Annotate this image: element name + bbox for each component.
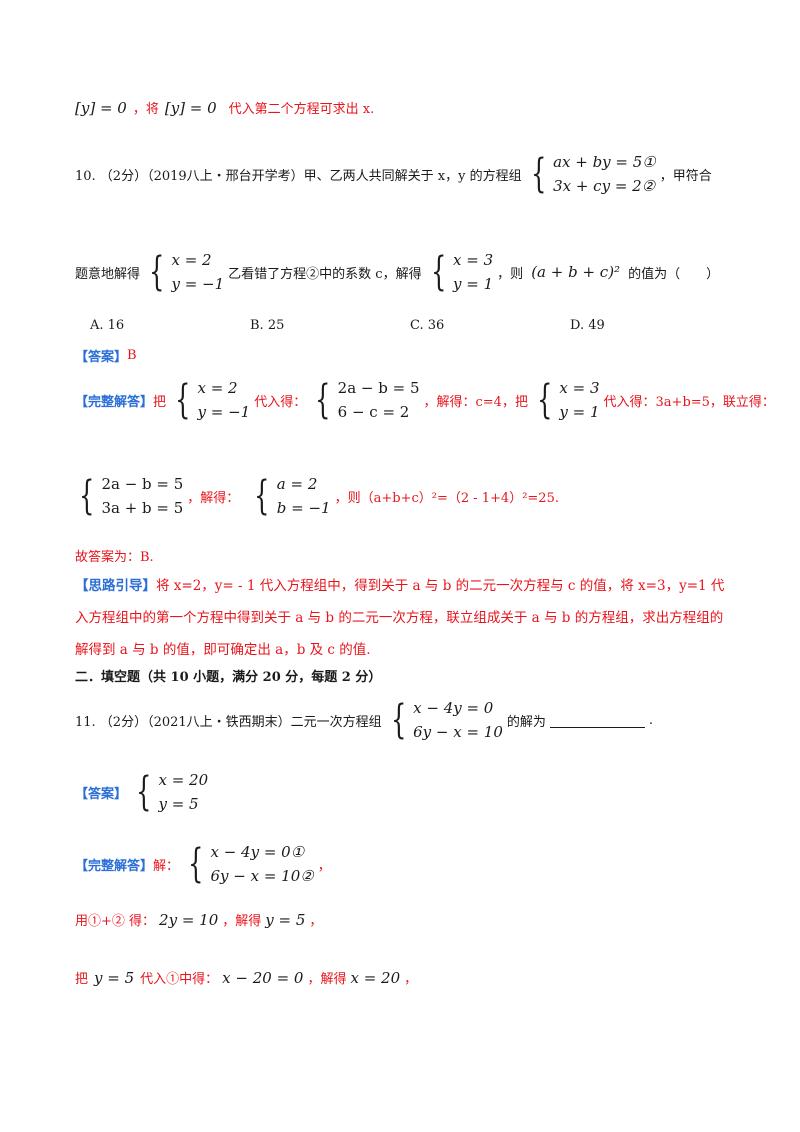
- q11-step1: 用①+② 得： 2y = 10 ，解得 y = 5 ，: [75, 910, 323, 930]
- option-a: A. 16: [90, 318, 125, 333]
- text: ，: [309, 914, 323, 929]
- equation-system: { x = 2 y = −1: [175, 377, 251, 423]
- equation: x = 3: [559, 379, 600, 397]
- hint-label: 【思路引导】: [75, 578, 156, 594]
- equation-system: { x = 3 y = 1: [430, 249, 494, 295]
- text: ，: [404, 972, 418, 987]
- q10-stem-suffix: ，甲符合: [659, 168, 712, 184]
- q11-full-solution: 【完整解答】 解： { x − 4y = 0① 6y − x = 10② ，: [75, 840, 331, 888]
- equation: y = 1: [559, 403, 600, 421]
- equation: x − 20 = 0: [222, 968, 304, 987]
- equation: x = 2: [197, 379, 238, 397]
- answer-label: 【答案】: [75, 350, 128, 365]
- equation: x − 4y = 0①: [210, 843, 305, 861]
- equation: [y] = 0: [164, 98, 217, 117]
- text: 代入得：3a+b=5，联立得：: [603, 394, 775, 410]
- equation: [y] = 0: [75, 98, 127, 117]
- equation: 3a + b = 5: [101, 499, 184, 517]
- option-b: B. 25: [250, 318, 285, 333]
- equation-system: { x − 4y = 0 6y − x = 10: [390, 697, 503, 743]
- equation-system: { x = 20 y = 5: [136, 769, 209, 815]
- text: 用①+② 得：: [75, 914, 156, 929]
- q11-step2: 把 y = 5 代入①中得： x − 20 = 0 ，解得 x = 20 ，: [75, 968, 418, 988]
- equation: a = 2: [276, 475, 318, 493]
- equation: b = −1: [276, 499, 331, 517]
- equation: y = 5: [94, 968, 135, 987]
- text: ，将: [132, 102, 159, 117]
- equation-system: { a = 2 b = −1: [254, 473, 331, 519]
- top-line: [y] = 0 ，将 [y] = 0 代入第二个方程可求出 x.: [75, 98, 375, 118]
- full-solution-label: 【完整解答】: [75, 858, 154, 874]
- answer-value: B: [127, 348, 137, 363]
- q10-options: A. 16 B. 25 C. 36 D. 49: [90, 318, 730, 333]
- equation: 2a − b = 5: [337, 379, 420, 397]
- equation-system: { 2a − b = 5 6 − c = 2: [315, 377, 420, 423]
- text: ，解得：: [187, 490, 240, 506]
- equation: ax + by = 5①: [553, 153, 656, 171]
- text: ，解得: [307, 972, 347, 987]
- q10-stem-line2: 题意地解得 { x = 2 y = −1 乙看错了方程②中的系数 c，解得 { …: [75, 248, 719, 296]
- text: .: [648, 712, 654, 728]
- equation: x = 20: [350, 968, 401, 987]
- equation: x = 3: [453, 251, 494, 269]
- text: 题意地解得: [75, 266, 141, 282]
- text: 的解为: [506, 714, 546, 730]
- q11-stem: 11. （2分）（2021八上・铁西期末）二元一次方程组 { x − 4y = …: [75, 696, 653, 744]
- equation: x = 20: [158, 771, 209, 789]
- q10-combined: { 2a − b = 5 3a + b = 5 ，解得： { a = 2 b =…: [70, 472, 559, 520]
- equation-system: { 2a − b = 5 3a + b = 5: [79, 473, 184, 519]
- text: 代入第二个方程可求出 x.: [228, 102, 375, 117]
- text: ，则: [497, 266, 524, 282]
- text: 的值为（ ）: [628, 266, 720, 282]
- text: ，则（a+b+c）²=（2 - 1+4）²=25.: [334, 490, 559, 506]
- text: 把: [75, 972, 89, 987]
- text: ，解得: [222, 914, 262, 929]
- text: 代入①中得：: [140, 972, 219, 987]
- q10-full-solution: 【完整解答】 把 { x = 2 y = −1 代入得： { 2a − b = …: [75, 376, 775, 424]
- equation: y = 1: [453, 275, 494, 293]
- expression: (a + b + c)²: [531, 263, 621, 281]
- text: 11. （2分）（2021八上・铁西期末）二元一次方程组: [75, 714, 382, 730]
- text: 把: [153, 394, 167, 410]
- q10-hint: 【思路引导】将 x=2，y= - 1 代入方程组中，得到关于 a 与 b 的二元…: [75, 570, 725, 666]
- option-c: C. 36: [410, 318, 445, 333]
- equation: 3x + cy = 2②: [553, 177, 656, 195]
- text: ，: [317, 858, 331, 874]
- q10-answer: 【答案】 B: [75, 346, 137, 365]
- equation: y = −1: [171, 275, 225, 293]
- answer-label: 【答案】: [75, 786, 128, 802]
- equation: y = 5: [158, 795, 199, 813]
- text: 代入得：: [254, 394, 307, 410]
- equation: y = 5: [265, 910, 306, 929]
- hint-text: 将 x=2，y= - 1 代入方程组中，得到关于 a 与 b 的二元一次方程与 …: [75, 578, 725, 658]
- equation: 6y − x = 10: [413, 723, 503, 741]
- equation: x − 4y = 0: [413, 699, 494, 717]
- text: 乙看错了方程②中的系数 c，解得: [228, 266, 422, 282]
- q10-stem-prefix: 10. （2分）（2019八上・邢台开学考）甲、乙两人共同解关于 x，y 的方程…: [75, 168, 522, 184]
- section-heading: 二．填空题（共 10 小题，满分 20 分，每题 2 分）: [75, 670, 382, 685]
- equation: 6y − x = 10②: [210, 867, 314, 885]
- text: 解：: [153, 858, 180, 874]
- equation-system: { x − 4y = 0① 6y − x = 10②: [188, 841, 314, 887]
- equation: x = 2: [171, 251, 212, 269]
- equation-system: { ax + by = 5① 3x + cy = 2②: [530, 151, 656, 197]
- q10-stem-line1: 10. （2分）（2019八上・邢台开学考）甲、乙两人共同解关于 x，y 的方程…: [75, 150, 712, 198]
- q10-conclusion: 故答案为：B.: [75, 550, 154, 565]
- equation-system: { x = 2 y = −1: [149, 249, 225, 295]
- equation-system: { x = 3 y = 1: [537, 377, 600, 423]
- text: ，解得：c=4，把: [423, 394, 528, 410]
- equation: y = −1: [197, 403, 251, 421]
- answer-blank: [549, 713, 645, 728]
- full-solution-label: 【完整解答】: [75, 394, 154, 410]
- equation: 2y = 10: [159, 910, 219, 929]
- option-d: D. 49: [570, 318, 605, 333]
- equation: 6 − c = 2: [337, 403, 410, 421]
- equation: 2a − b = 5: [101, 475, 184, 493]
- q11-answer: 【答案】 { x = 20 y = 5: [75, 768, 212, 816]
